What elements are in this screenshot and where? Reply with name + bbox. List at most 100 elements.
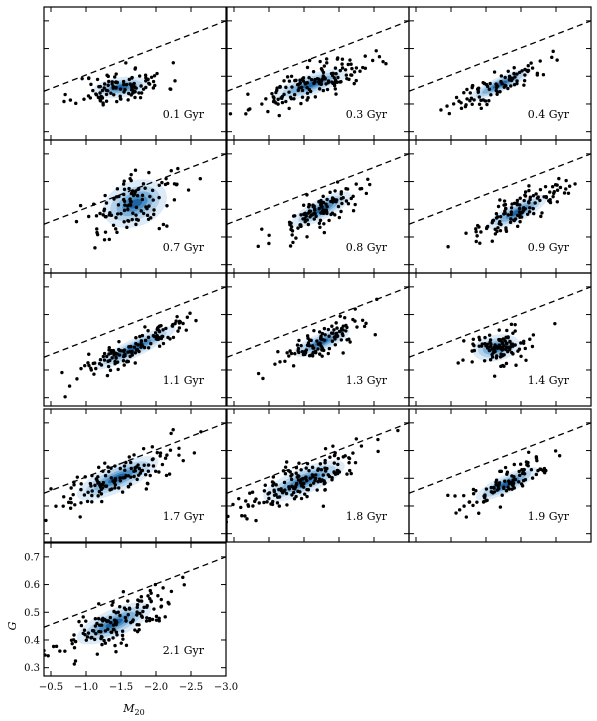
- data-point: [550, 55, 554, 60]
- data-point: [323, 333, 327, 337]
- data-point: [98, 98, 102, 103]
- data-point: [282, 480, 287, 485]
- data-point: [169, 431, 173, 436]
- data-point: [346, 202, 351, 206]
- data-point: [351, 209, 356, 213]
- data-point: [109, 349, 114, 353]
- data-point: [325, 197, 329, 202]
- data-point: [127, 186, 131, 191]
- data-point: [149, 341, 153, 346]
- data-point: [92, 637, 97, 642]
- data-point: [345, 472, 349, 476]
- data-point: [492, 70, 497, 74]
- data-point: [115, 99, 119, 104]
- data-point: [141, 609, 145, 614]
- data-point: [364, 321, 368, 326]
- data-point: [267, 496, 271, 501]
- data-point: [165, 453, 169, 457]
- data-point: [151, 464, 156, 468]
- data-point: [336, 462, 340, 467]
- data-point: [103, 629, 108, 633]
- data-point: [251, 504, 255, 508]
- data-point: [277, 495, 282, 499]
- data-point: [520, 69, 524, 73]
- data-point: [160, 462, 165, 467]
- data-point: [459, 106, 464, 111]
- data-point: [341, 324, 345, 328]
- data-point: [339, 209, 343, 214]
- data-point: [489, 490, 494, 494]
- data-point: [274, 483, 278, 487]
- data-point: [306, 222, 311, 227]
- data-point: [126, 207, 130, 212]
- data-point: [131, 211, 135, 215]
- data-point: [294, 466, 299, 470]
- data-point: [509, 84, 513, 88]
- data-point: [122, 82, 126, 87]
- data-point: [509, 210, 514, 214]
- data-point: [481, 80, 485, 85]
- data-point: [298, 481, 303, 485]
- reference-line: [227, 20, 409, 92]
- data-point: [107, 237, 112, 242]
- data-point: [111, 600, 115, 605]
- data-point: [103, 193, 107, 198]
- data-point: [523, 67, 527, 72]
- data-point: [491, 219, 495, 223]
- data-point: [85, 499, 90, 504]
- data-point: [135, 605, 139, 609]
- reference-line: [409, 286, 591, 358]
- data-point: [296, 226, 300, 230]
- data-point: [318, 199, 323, 204]
- data-point: [110, 356, 114, 360]
- data-point: [63, 92, 67, 97]
- data-point: [107, 469, 111, 474]
- data-point: [136, 463, 140, 467]
- data-point: [100, 95, 104, 99]
- data-point: [137, 466, 142, 471]
- data-point: [462, 493, 466, 498]
- data-point: [126, 599, 130, 603]
- data-point: [492, 490, 497, 494]
- data-point: [553, 321, 557, 326]
- data-point: [172, 198, 177, 202]
- data-point: [515, 203, 519, 207]
- data-point: [301, 352, 306, 357]
- data-point: [311, 351, 315, 355]
- data-point: [523, 346, 527, 351]
- data-point: [151, 457, 155, 461]
- data-point: [499, 364, 503, 369]
- data-point: [100, 88, 105, 93]
- data-point: [136, 598, 140, 602]
- data-point: [521, 470, 525, 474]
- reference-line: [44, 20, 226, 92]
- data-point: [104, 201, 109, 205]
- data-point: [325, 211, 329, 216]
- data-point: [517, 469, 521, 474]
- data-point: [359, 444, 364, 448]
- data-point: [104, 99, 109, 103]
- data-point: [330, 339, 335, 343]
- data-point: [123, 615, 128, 620]
- data-point: [327, 334, 331, 338]
- data-point: [110, 603, 114, 607]
- data-point: [148, 194, 152, 199]
- reference-line: [227, 422, 409, 494]
- data-point: [77, 619, 81, 624]
- reference-line: [409, 20, 591, 92]
- data-point: [128, 199, 133, 204]
- data-point: [325, 61, 329, 65]
- data-point: [477, 511, 481, 515]
- data-point: [493, 232, 498, 236]
- data-point: [361, 65, 365, 70]
- data-point: [123, 475, 127, 480]
- panel-frame: [408, 272, 592, 407]
- data-point: [63, 649, 67, 653]
- data-point: [509, 76, 514, 80]
- data-point: [475, 500, 479, 504]
- data-point: [334, 72, 338, 76]
- data-point: [141, 446, 146, 451]
- data-point: [83, 632, 87, 637]
- data-point: [318, 462, 323, 466]
- data-point: [462, 90, 466, 95]
